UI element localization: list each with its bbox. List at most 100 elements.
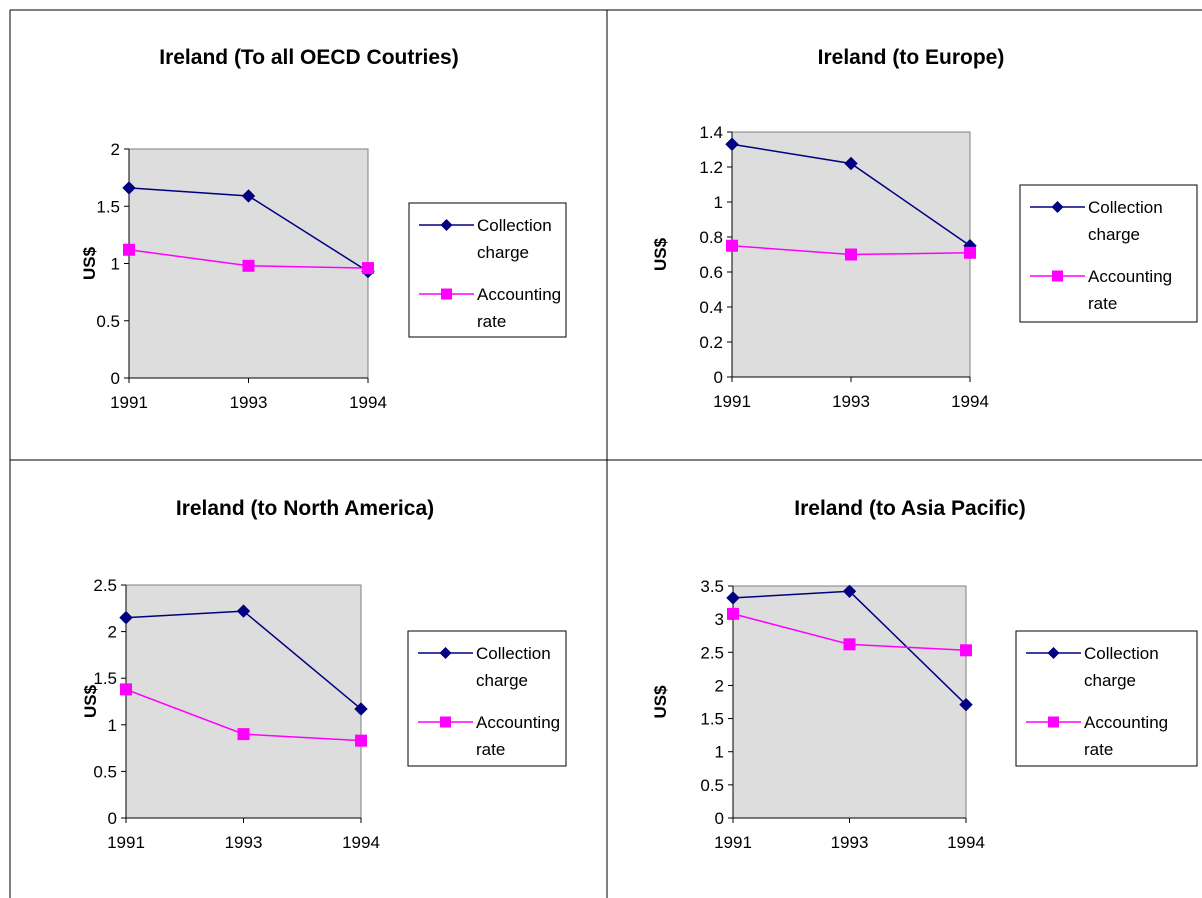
y-tick-label: 1.5 xyxy=(93,669,117,688)
y-tick-label: 0.4 xyxy=(699,298,723,317)
data-point-square xyxy=(362,262,374,275)
legend-label: Collection xyxy=(476,644,551,663)
y-tick-label: 1.2 xyxy=(699,158,723,177)
chart-panel-3: Ireland (to North America) US$ 0 0.5 1 1.5 2 2.… xyxy=(81,497,567,852)
legend-label: Accounting xyxy=(1088,267,1172,286)
data-point-square xyxy=(964,246,976,259)
legend: Collection charge Accounting rate xyxy=(408,202,567,338)
data-point-diamond xyxy=(119,610,133,625)
x-tick-label: 1993 xyxy=(832,392,870,411)
y-axis-label: US$ xyxy=(81,684,100,718)
legend-label: charge xyxy=(477,243,529,262)
y-tick-label: 1.5 xyxy=(700,710,724,729)
legend-label: Accounting xyxy=(1084,713,1168,732)
legend-label: Accounting xyxy=(477,285,561,304)
x-tick-label: 1994 xyxy=(947,833,985,852)
data-point-diamond xyxy=(241,189,256,203)
data-point-square xyxy=(242,259,255,272)
x-tick-label: 1993 xyxy=(225,833,263,852)
y-tick-label: 0 xyxy=(715,809,724,828)
legend-marker-diamond xyxy=(439,647,452,659)
legend-marker-diamond xyxy=(1051,201,1064,213)
y-tick-label: 0 xyxy=(108,809,117,828)
data-point-diamond xyxy=(122,181,136,195)
y-tick-label: 2 xyxy=(111,140,120,159)
data-point-square xyxy=(960,644,972,657)
y-tick-label: 0.6 xyxy=(699,263,723,282)
x-tick-label: 1991 xyxy=(714,833,752,852)
legend-marker-square xyxy=(440,716,451,728)
data-point-diamond xyxy=(726,591,740,605)
x-tick-label: 1994 xyxy=(951,392,989,411)
data-point-diamond xyxy=(236,604,251,618)
data-point-diamond xyxy=(959,697,973,712)
legend-marker-square xyxy=(441,288,452,300)
y-tick-label: 0 xyxy=(714,368,723,387)
y-tick-label: 2.5 xyxy=(93,576,117,595)
legend-marker-diamond xyxy=(1047,647,1060,659)
data-point-square xyxy=(843,638,856,651)
plot-area xyxy=(125,584,362,819)
x-tick-label: 1994 xyxy=(349,393,387,412)
legend-label: charge xyxy=(1084,671,1136,690)
chart-title: Ireland (to Asia Pacific) xyxy=(794,497,1025,520)
legend-marker-diamond xyxy=(440,219,453,231)
legend-label: Collection xyxy=(1084,644,1159,663)
data-point-diamond xyxy=(725,137,739,151)
x-tick-label: 1994 xyxy=(342,833,380,852)
y-tick-label: 1.4 xyxy=(699,123,723,142)
legend-label: charge xyxy=(1088,225,1140,244)
data-point-square xyxy=(727,607,739,620)
chart-panel-2: Ireland (to Europe) US$ 0 0.2 0.4 0.6 0.8 1 1.2 1… xyxy=(651,46,1198,411)
x-tick-label: 1991 xyxy=(713,392,751,411)
data-point-square xyxy=(123,243,135,256)
y-tick-label: 2.5 xyxy=(700,643,724,662)
y-tick-label: 0.2 xyxy=(699,333,723,352)
y-tick-label: 1 xyxy=(108,716,117,735)
plot-area xyxy=(732,585,967,819)
y-tick-label: 3 xyxy=(715,610,724,629)
y-axis-label: US$ xyxy=(80,246,99,280)
y-tick-label: 0.8 xyxy=(699,228,723,247)
y-tick-label: 0.5 xyxy=(96,312,120,331)
data-point-diamond xyxy=(354,702,368,716)
legend: Collection charge Accounting rate xyxy=(1019,184,1198,323)
data-point-square xyxy=(845,248,857,261)
legend-label: Accounting xyxy=(476,713,560,732)
y-tick-label: 2 xyxy=(715,676,724,695)
y-tick-label: 0.5 xyxy=(700,776,724,795)
legend-label: rate xyxy=(477,312,506,331)
legend-label: Collection xyxy=(1088,198,1163,217)
chart-title: Ireland (to Europe) xyxy=(818,46,1005,69)
data-point-square xyxy=(237,728,250,741)
y-tick-label: 1 xyxy=(714,193,723,212)
data-point-square xyxy=(726,239,738,252)
y-tick-label: 1 xyxy=(715,743,724,762)
x-tick-label: 1993 xyxy=(230,393,268,412)
y-tick-label: 0 xyxy=(111,369,120,388)
y-tick-label: 2 xyxy=(108,623,117,642)
chart-panel-1: Ireland (To all OECD Coutries) US$ 0 0.5 1 1.… xyxy=(80,46,567,412)
legend-label: Collection xyxy=(477,216,552,235)
data-point-diamond xyxy=(842,584,857,599)
legend-label: rate xyxy=(1088,294,1117,313)
y-tick-label: 0.5 xyxy=(93,762,117,781)
x-tick-label: 1991 xyxy=(110,393,148,412)
legend-label: charge xyxy=(476,671,528,690)
data-point-square xyxy=(355,734,367,747)
y-tick-label: 3.5 xyxy=(700,577,724,596)
chart-title: Ireland (To all OECD Coutries) xyxy=(159,46,458,69)
legend: Collection charge Accounting rate xyxy=(407,630,567,767)
y-axis-label: US$ xyxy=(651,685,670,719)
data-point-diamond xyxy=(844,156,858,171)
data-point-square xyxy=(120,683,132,696)
legend-label: rate xyxy=(476,740,505,759)
x-tick-label: 1993 xyxy=(831,833,869,852)
y-axis-label: US$ xyxy=(651,237,670,271)
legend-box xyxy=(1019,184,1198,323)
legend-marker-square xyxy=(1052,270,1063,282)
legend: Collection charge Accounting rate xyxy=(1015,630,1198,767)
chart-panel-4: Ireland (to Asia Pacific) US$ 0 0.5 1 1.5 2 2.5… xyxy=(651,497,1198,852)
x-tick-label: 1991 xyxy=(107,833,145,852)
